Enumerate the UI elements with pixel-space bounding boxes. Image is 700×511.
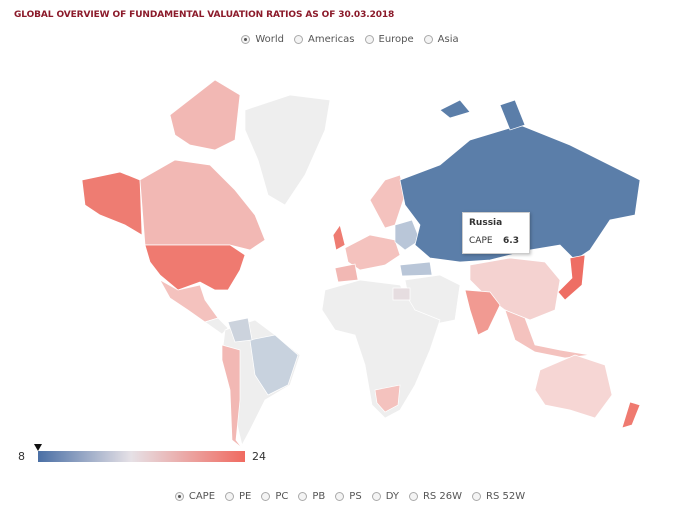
region-selector: World Americas Europe Asia <box>0 34 700 45</box>
radio-button[interactable] <box>364 35 374 44</box>
scale-max: 24 <box>252 450 266 463</box>
radio-button[interactable] <box>241 35 251 44</box>
radio-label[interactable]: PE <box>239 491 252 502</box>
radio-label[interactable]: RS 26W <box>422 491 463 502</box>
radio-label[interactable]: PS <box>349 491 362 502</box>
radio-button[interactable] <box>174 492 184 501</box>
radio-option[interactable]: RS 26W <box>408 491 463 502</box>
radio-option[interactable]: PB <box>298 491 325 502</box>
metric-selector: CAPE PE PC PB PS DY RS 26W RS 52W <box>0 491 700 502</box>
colombia <box>227 317 253 343</box>
greenland <box>244 94 331 206</box>
eastern-europe <box>394 219 421 251</box>
uk <box>332 224 346 251</box>
radio-button[interactable] <box>472 492 482 501</box>
radio-label[interactable]: PB <box>312 491 326 502</box>
radio-option[interactable]: PE <box>225 491 251 502</box>
russia <box>399 124 641 263</box>
radio-button[interactable] <box>371 492 381 501</box>
radio-option[interactable]: RS 52W <box>472 491 525 502</box>
australia <box>534 354 613 419</box>
radio-option[interactable]: Europe <box>364 34 414 45</box>
radio-button[interactable] <box>261 492 271 501</box>
radio-button[interactable] <box>298 492 308 501</box>
canada-north <box>169 79 241 151</box>
southeast-asia <box>504 309 591 359</box>
radio-option[interactable]: PS <box>335 491 362 502</box>
spain <box>334 263 359 283</box>
egypt <box>392 287 411 301</box>
tooltip: Russia CAPE 6.3 <box>462 212 530 254</box>
turkey <box>399 261 433 277</box>
radio-label[interactable]: Europe <box>378 34 414 45</box>
tooltip-country: Russia <box>469 218 503 228</box>
japan <box>557 254 586 301</box>
brazil <box>249 334 299 396</box>
radio-label[interactable]: Americas <box>308 34 355 45</box>
radio-button[interactable] <box>294 35 304 44</box>
radio-label[interactable]: PC <box>275 491 289 502</box>
tooltip-metric: CAPE <box>469 236 493 246</box>
peru-chile <box>221 344 243 449</box>
radio-button[interactable] <box>335 492 345 501</box>
scale-pointer <box>34 444 42 451</box>
radio-option[interactable]: PC <box>261 491 288 502</box>
india <box>464 289 501 336</box>
alaska <box>81 171 143 236</box>
radio-option[interactable]: DY <box>371 491 399 502</box>
south-africa <box>374 384 401 413</box>
china <box>469 257 561 321</box>
siberia-islands <box>439 99 526 131</box>
radio-button[interactable] <box>408 492 418 501</box>
radio-label[interactable]: DY <box>385 491 399 502</box>
radio-label[interactable]: Asia <box>437 34 459 45</box>
scale-min: 8 <box>18 450 25 463</box>
radio-option[interactable]: CAPE <box>174 491 216 502</box>
radio-option[interactable]: Americas <box>294 34 355 45</box>
canada <box>139 159 266 251</box>
radio-option[interactable]: World <box>241 34 284 45</box>
scandinavia <box>369 174 406 229</box>
color-scale <box>38 451 245 462</box>
western-europe <box>344 234 401 271</box>
tooltip-value: 6.3 <box>503 236 519 246</box>
radio-button[interactable] <box>225 492 235 501</box>
central-america <box>204 317 229 335</box>
radio-label[interactable]: CAPE <box>188 491 216 502</box>
usa <box>144 244 246 291</box>
new-zealand <box>621 401 641 429</box>
radio-label[interactable]: RS 52W <box>486 491 526 502</box>
radio-label[interactable]: World <box>255 34 285 45</box>
radio-option[interactable]: Asia <box>423 34 459 45</box>
radio-button[interactable] <box>423 35 433 44</box>
page-title: GLOBAL OVERVIEW OF FUNDAMENTAL VALUATION… <box>14 10 395 20</box>
